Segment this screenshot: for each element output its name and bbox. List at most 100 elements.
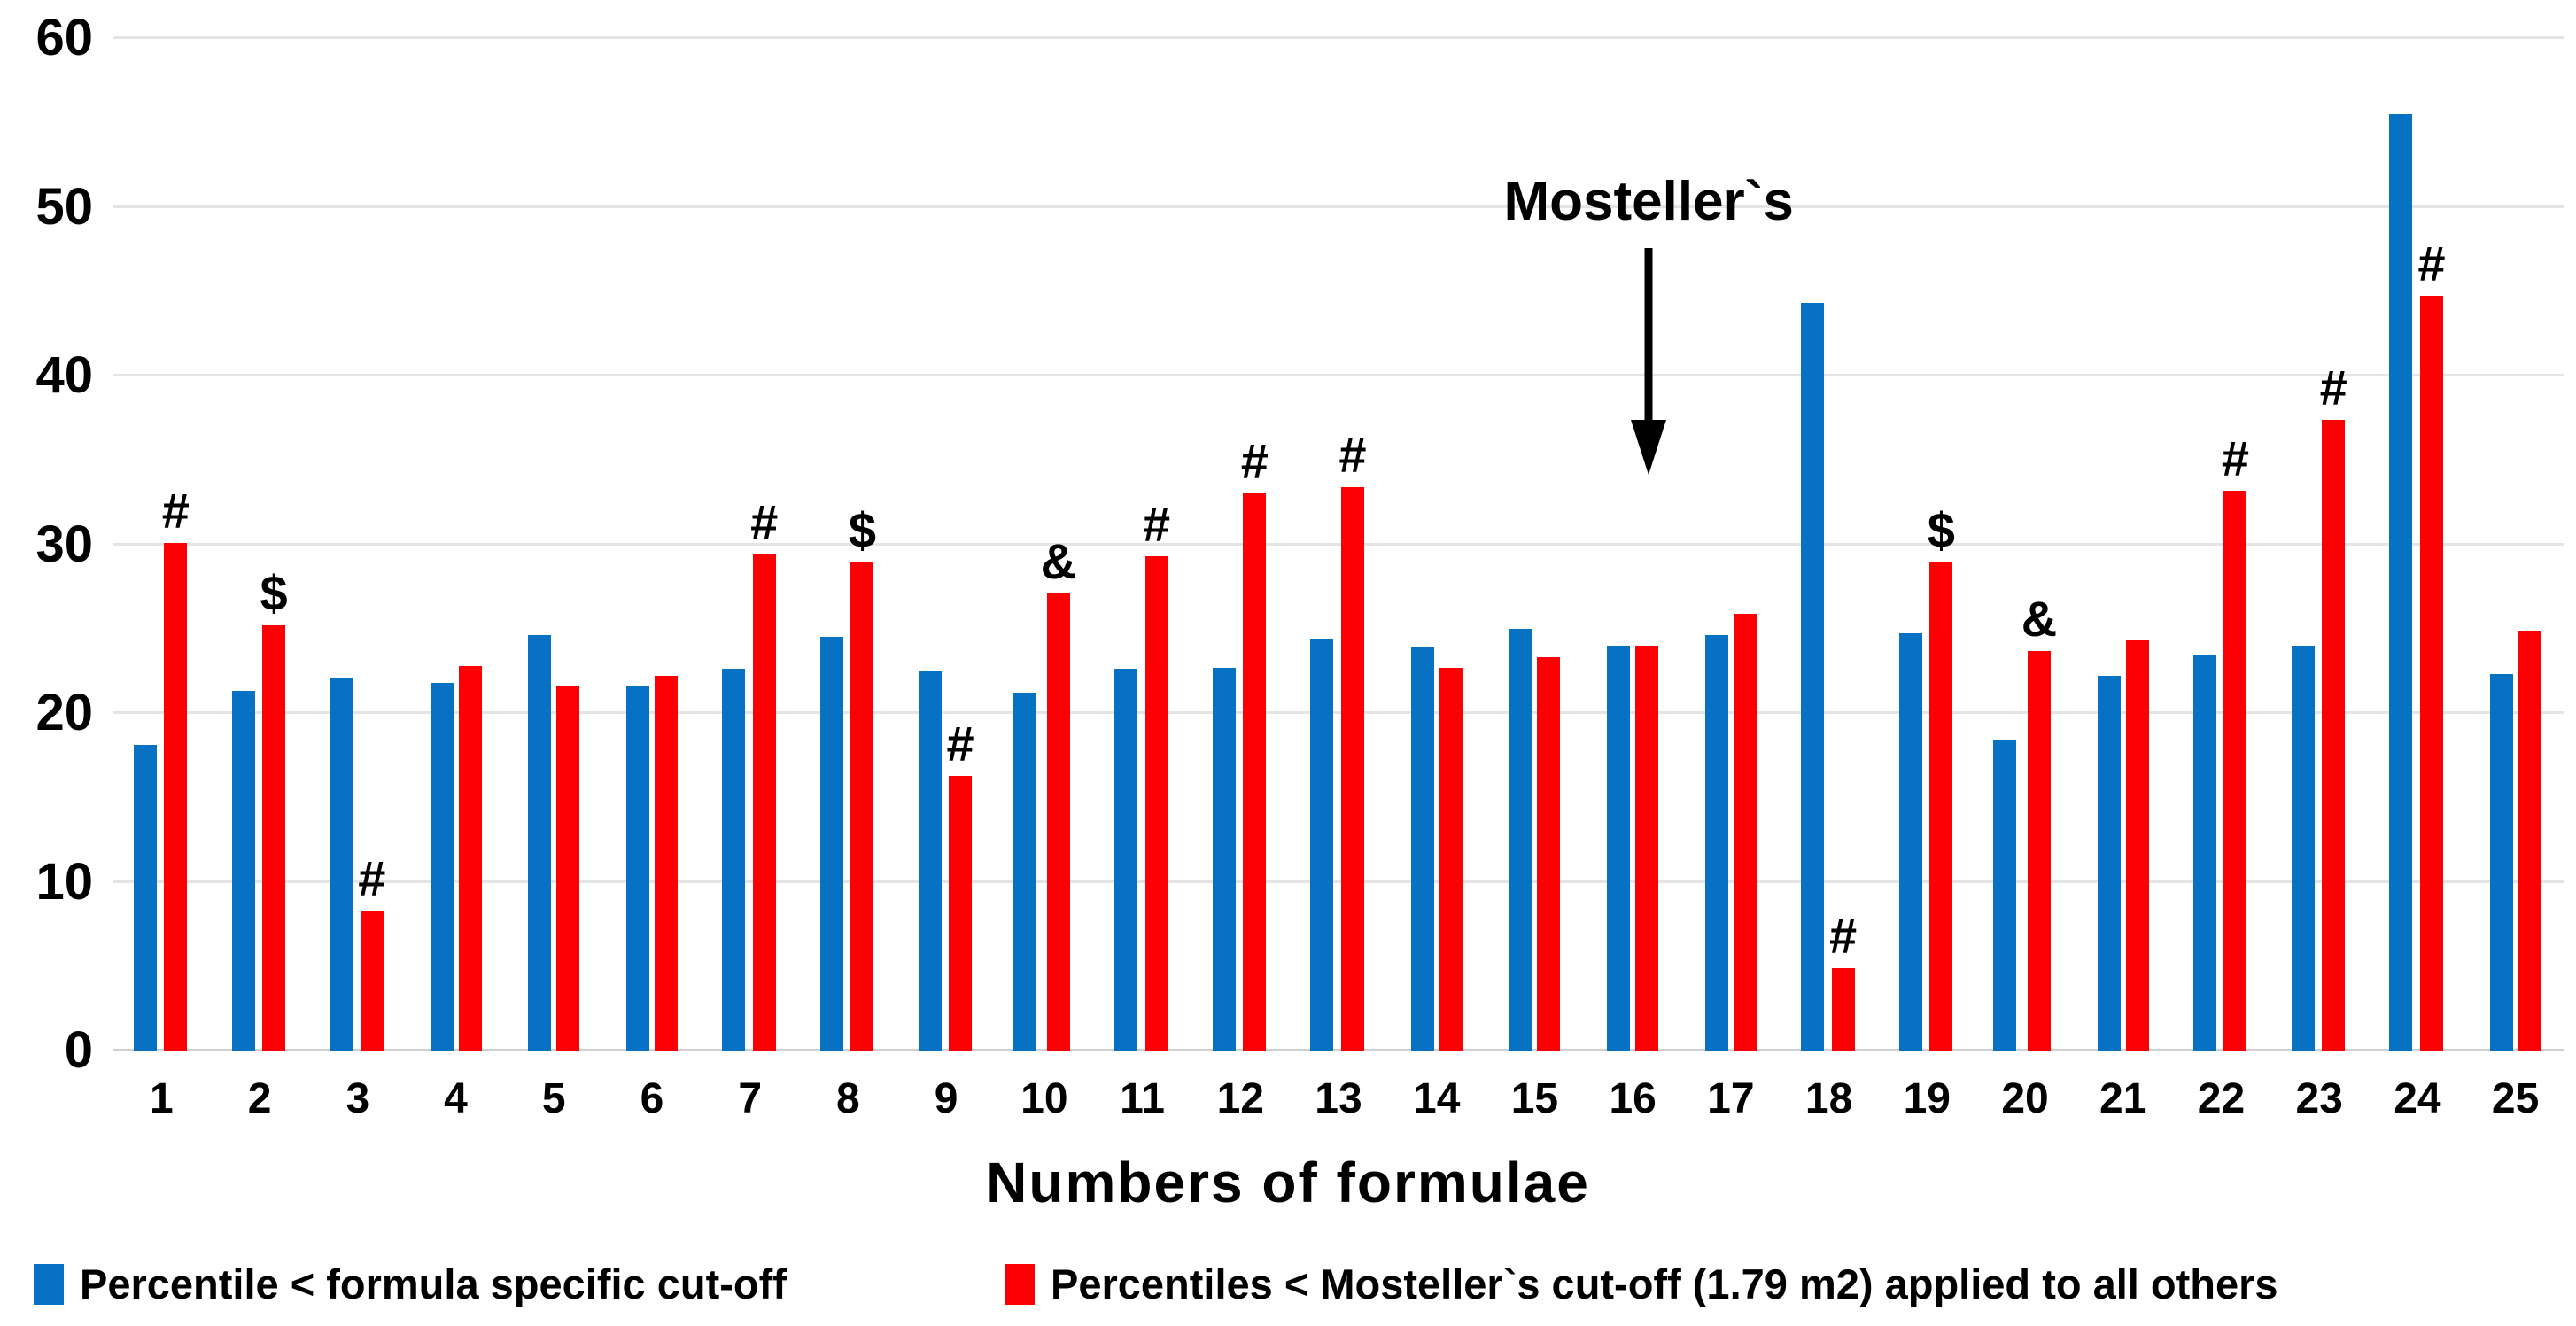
bar-group-1: # [113, 0, 211, 1051]
bar-group-11: # [1093, 0, 1191, 1051]
gridline [113, 880, 2564, 883]
bar-group-19: $ [1878, 0, 1976, 1051]
x-tick-label: 14 [1413, 1075, 1461, 1122]
red-bar-2 [262, 624, 286, 1051]
blue-bar-6 [625, 686, 649, 1051]
red-bar-8 [850, 562, 874, 1051]
y-tick-label: 60 [35, 9, 93, 66]
x-tick-label: 3 [345, 1075, 370, 1122]
significance-marker: # [1829, 907, 1858, 964]
red-bar-10 [1046, 593, 1070, 1051]
y-tick-label: 0 [64, 1021, 93, 1079]
red-bar-column-15 [1537, 657, 1561, 1051]
bar-group-12: # [1191, 0, 1290, 1051]
significance-marker: # [2221, 430, 2250, 486]
significance-marker: # [161, 482, 190, 539]
red-bar-column-10: & [1040, 532, 1077, 1051]
legend-label-blue: Percentile < formula specific cut-off [80, 1260, 787, 1307]
x-tick-label: 25 [2491, 1075, 2540, 1122]
gridline [113, 711, 2564, 714]
blue-bar-1 [133, 745, 157, 1051]
blue-bar-25 [2489, 674, 2513, 1051]
y-tick-label: 10 [35, 852, 93, 911]
x-tick-label: 10 [1020, 1075, 1068, 1122]
bar-group-24: # [2369, 0, 2467, 1051]
red-bar-16 [1635, 645, 1659, 1051]
bar-group-13: # [1290, 0, 1388, 1051]
y-tick-label: 30 [35, 515, 93, 573]
significance-marker: # [2417, 236, 2446, 292]
blue-bar-19 [1898, 633, 1922, 1051]
red-bar-7 [752, 554, 776, 1051]
blue-bar-7 [722, 669, 746, 1051]
x-axis-tick-labels: 1 2 3 4 5 6 7 8 9 10 11 12 13 14 15 16 17 18 19 20 21 22 23 24 2… [113, 1074, 2564, 1123]
blue-bar-20 [1992, 740, 2016, 1051]
blue-bar-17 [1704, 635, 1728, 1051]
bar-group-18: # [1780, 0, 1878, 1051]
legend-item-red: Percentiles < Mosteller`s cut-off (1.79 … [1005, 1260, 2278, 1308]
gridline [113, 205, 2564, 208]
bar-group-25 [2466, 0, 2564, 1051]
blue-bar-8 [819, 637, 843, 1051]
bar-group-14 [1387, 0, 1486, 1051]
significance-marker: # [1338, 426, 1367, 483]
red-bar-column-13: # [1338, 426, 1367, 1051]
blue-bar-15 [1509, 628, 1532, 1051]
gridline [113, 36, 2564, 39]
x-tick-label: 2 [247, 1075, 272, 1122]
significance-marker: $ [848, 502, 876, 559]
red-bar-1 [164, 542, 188, 1051]
blue-bar-12 [1212, 667, 1236, 1051]
blue-bar-13 [1310, 639, 1334, 1051]
red-bar-column-4 [458, 665, 482, 1051]
red-bar-14 [1439, 667, 1463, 1051]
gridline [113, 374, 2564, 376]
red-bar-column-16 [1635, 645, 1659, 1051]
blue-bar-5 [528, 635, 552, 1051]
significance-marker: # [750, 493, 779, 550]
red-bar-20 [2028, 650, 2051, 1051]
red-bar-22 [2223, 490, 2247, 1051]
red-bar-12 [1243, 493, 1267, 1051]
red-bar-column-17 [1733, 613, 1757, 1051]
legend-item-blue: Percentile < formula specific cut-off [34, 1260, 787, 1308]
blue-bar-10 [1012, 693, 1036, 1051]
x-tick-label: 20 [2001, 1075, 2049, 1122]
bar-group-21 [2074, 0, 2172, 1051]
blue-bar-18 [1801, 303, 1824, 1051]
x-tick-label: 23 [2295, 1075, 2343, 1122]
blue-bar-16 [1607, 645, 1631, 1051]
bar-group-23: # [2270, 0, 2369, 1051]
red-bar-column-23: # [2319, 359, 2347, 1051]
x-tick-label: 16 [1609, 1075, 1657, 1122]
x-tick-label: 9 [934, 1075, 958, 1122]
red-bar-column-6 [654, 676, 678, 1051]
red-bar-3 [360, 910, 384, 1051]
red-bar-column-18: # [1829, 911, 1857, 1051]
red-bar-column-2: $ [260, 568, 288, 1051]
bar-group-3: # [308, 0, 407, 1051]
x-tick-label: 13 [1315, 1075, 1362, 1122]
bar-group-15 [1486, 0, 1584, 1051]
annotation-text: Mosteller`s [1503, 171, 1794, 232]
blue-bar-14 [1410, 647, 1434, 1051]
bar-group-17 [1682, 0, 1781, 1051]
down-arrow-icon [1631, 248, 1667, 475]
blue-bar-9 [918, 671, 942, 1051]
blue-bar-3 [330, 678, 353, 1051]
red-bar-25 [2518, 630, 2541, 1051]
blue-bar-4 [430, 682, 454, 1051]
bar-group-20: & [1976, 0, 2075, 1051]
red-bar-13 [1340, 486, 1364, 1051]
x-tick-label: 4 [444, 1075, 468, 1122]
significance-marker: & [1040, 532, 1077, 589]
red-bar-column-19: $ [1928, 506, 1955, 1051]
plot-area: # $ # # $ # & # # # # $ & # # # Mosteller`s [113, 0, 2564, 1051]
significance-marker: # [2319, 359, 2347, 415]
x-tick-label: 22 [2197, 1075, 2246, 1122]
significance-marker: # [946, 715, 974, 772]
significance-marker: $ [1927, 502, 1955, 559]
blue-bar-2 [231, 691, 255, 1051]
x-tick-label: 5 [541, 1075, 566, 1122]
red-bar-column-3: # [358, 853, 385, 1051]
